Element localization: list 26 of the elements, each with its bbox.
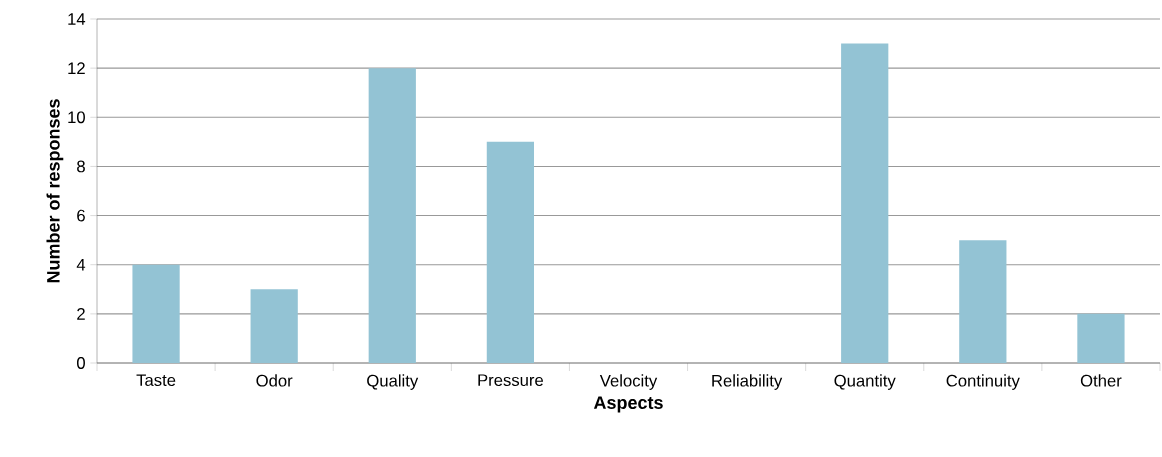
x-tick-label: Velocity: [599, 374, 658, 390]
bar: [959, 240, 1007, 363]
y-tick-label: 12: [68, 62, 85, 74]
bar: [1077, 313, 1125, 363]
y-tick-label: 4: [76, 258, 86, 271]
bar: [132, 264, 180, 363]
y-tick-label: 10: [68, 111, 85, 124]
x-tick-label: Quality: [367, 374, 419, 390]
x-tick-label: Continuity: [946, 374, 1020, 390]
x-tick-label: Other: [1080, 374, 1122, 387]
x-tick-label: Reliability: [712, 374, 783, 390]
y-tick-label: 14: [68, 13, 86, 25]
y-axis-title: Number of responses: [46, 99, 64, 283]
bar: [486, 141, 535, 363]
x-tick-label: Pressure: [478, 374, 543, 387]
y-tick-label: 8: [77, 160, 85, 173]
x-axis-title: Aspects: [593, 396, 663, 413]
x-tick-label: Odor: [256, 374, 293, 387]
y-tick-label: 0: [77, 357, 85, 369]
x-tick-label: Taste: [136, 374, 176, 387]
bar: [250, 289, 298, 363]
bar: [841, 43, 889, 363]
y-tick-label: 2: [77, 308, 85, 320]
y-tick-label: 6: [77, 209, 85, 222]
x-tick-label: Quantity: [834, 374, 896, 390]
bar: [368, 68, 416, 363]
